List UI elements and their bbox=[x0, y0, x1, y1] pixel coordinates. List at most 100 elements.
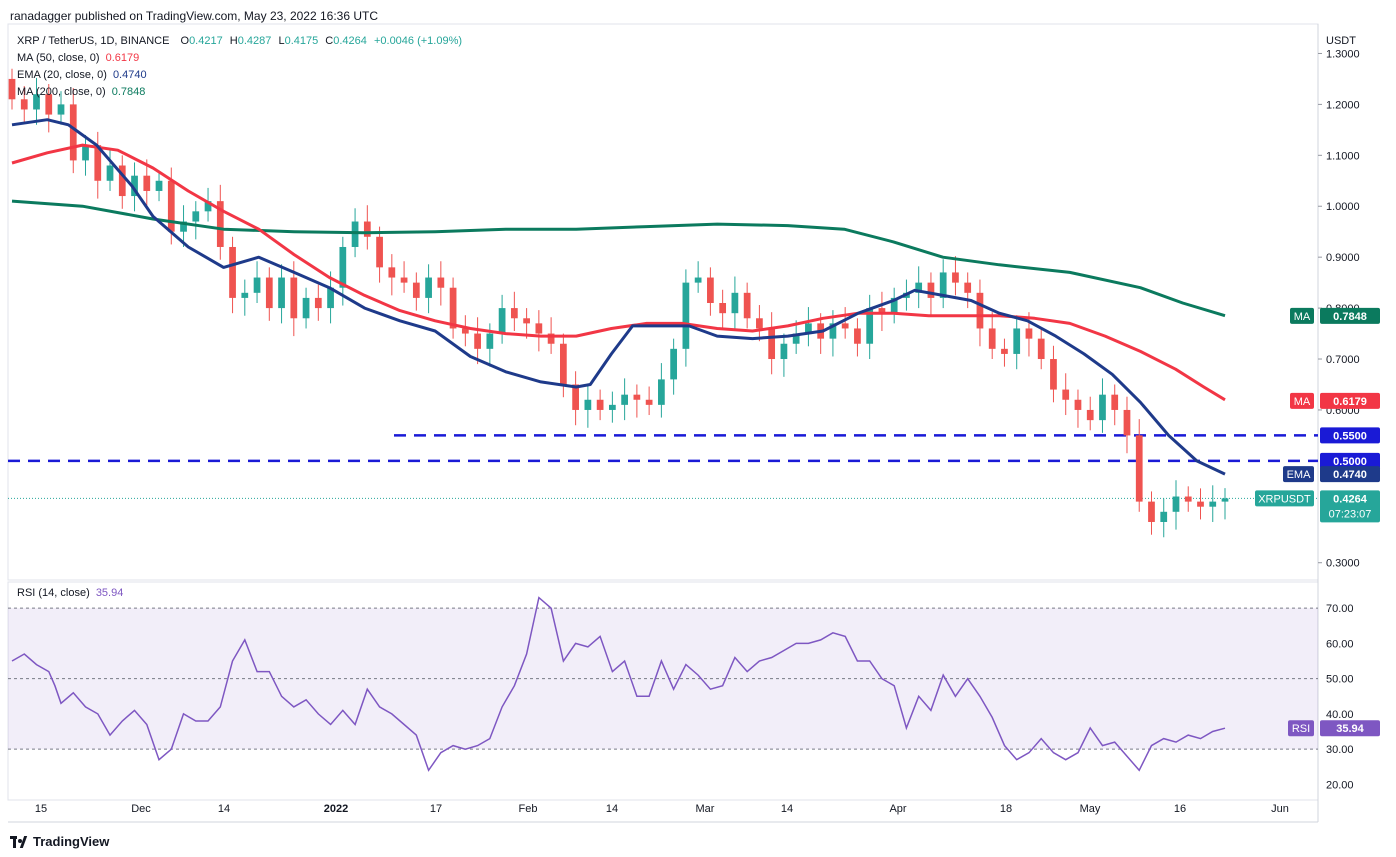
rsi-legend[interactable]: RSI (14, close) 35.94 bbox=[17, 587, 123, 599]
rsi-label: RSI (14, close) bbox=[17, 587, 90, 599]
candle-body bbox=[878, 308, 886, 314]
rsi-tick-label: 50.00 bbox=[1326, 674, 1354, 686]
candle-body bbox=[547, 333, 555, 344]
candle-body bbox=[351, 221, 359, 247]
candle-body bbox=[400, 277, 408, 283]
currency-label: USDT bbox=[1326, 35, 1356, 47]
axis-tag-countdown: 07:23:07 bbox=[1329, 508, 1372, 520]
time-tick-label: 15 bbox=[35, 803, 47, 815]
axis-tag-value: 0.4264 bbox=[1333, 493, 1368, 505]
candle-body bbox=[1037, 338, 1045, 360]
low-value: 0.4175 bbox=[284, 35, 319, 47]
candle-body bbox=[621, 394, 628, 405]
rsi-tag-name-bg bbox=[1288, 720, 1314, 737]
rsi-tag-bg bbox=[1320, 720, 1380, 737]
time-tick-label: 14 bbox=[606, 803, 618, 815]
candle-body bbox=[694, 277, 702, 283]
axis-tag-value: 0.5000 bbox=[1333, 456, 1367, 468]
candle-body bbox=[180, 221, 187, 232]
candle-body bbox=[241, 292, 249, 298]
candle-body bbox=[106, 165, 114, 181]
candle-body bbox=[94, 145, 102, 181]
open-label: O bbox=[180, 35, 190, 47]
candle-body bbox=[559, 343, 567, 385]
candle-body bbox=[1184, 496, 1192, 502]
candle-body bbox=[143, 175, 151, 191]
time-tick-label: 18 bbox=[1000, 803, 1012, 815]
candle-body bbox=[131, 175, 138, 197]
axis-tag-bg bbox=[1320, 452, 1380, 469]
axis-tag-name-bg bbox=[1283, 466, 1314, 483]
open-value: 0.4217 bbox=[189, 35, 223, 47]
axis-tag-value: 0.7848 bbox=[1333, 311, 1367, 323]
axis-tag-name-bg bbox=[1290, 307, 1314, 324]
candle-body bbox=[854, 328, 861, 344]
candle-body bbox=[437, 277, 445, 288]
candle-body bbox=[805, 323, 812, 334]
candle-body bbox=[572, 384, 579, 410]
price-pane bbox=[7, 23, 1319, 581]
candle-body bbox=[20, 99, 28, 110]
axis-tag-name: MA bbox=[1294, 396, 1311, 408]
candle-body bbox=[376, 236, 383, 268]
candle-body bbox=[829, 323, 837, 339]
candle-body bbox=[756, 318, 763, 329]
rsi-value: 35.94 bbox=[95, 587, 124, 599]
axis-tag-name-bg bbox=[1290, 392, 1314, 409]
candle-body bbox=[780, 343, 788, 360]
rsi-tick-label: 30.00 bbox=[1326, 744, 1354, 756]
time-tick-label: May bbox=[1080, 803, 1101, 815]
candle-body bbox=[302, 297, 310, 319]
ema20-value: 0.4740 bbox=[112, 69, 147, 81]
candle-body bbox=[229, 246, 236, 298]
candle-body bbox=[498, 308, 506, 334]
candle-body bbox=[1074, 399, 1082, 410]
ma50-legend[interactable]: MA (50, close, 0) 0.6179 bbox=[17, 52, 139, 64]
rsi-tick-label: 40.00 bbox=[1326, 709, 1354, 721]
close-value: 0.4264 bbox=[333, 35, 367, 47]
time-tick-label: Apr bbox=[889, 803, 906, 815]
axis-tag-name: XRPUSDT bbox=[1258, 493, 1311, 505]
price-tick-label: 1.1000 bbox=[1326, 150, 1360, 162]
time-tick-label: 14 bbox=[218, 803, 230, 815]
rsi-tick-label: 60.00 bbox=[1326, 638, 1354, 650]
candle-body bbox=[609, 404, 616, 410]
candle-body bbox=[988, 328, 996, 349]
ema20-label: EMA (20, close, 0) bbox=[17, 69, 107, 81]
ma200-line bbox=[11, 199, 1226, 318]
candle-body bbox=[976, 292, 984, 329]
candle-body bbox=[474, 333, 481, 349]
candle-body bbox=[486, 333, 494, 349]
time-tick-label: 17 bbox=[430, 803, 442, 815]
axis-tag-name: MA bbox=[1294, 311, 1311, 323]
candle-body bbox=[363, 221, 371, 237]
ma50-line bbox=[11, 143, 1226, 402]
candle-body bbox=[927, 282, 935, 298]
candle-body bbox=[1050, 359, 1057, 390]
ema20-legend[interactable]: EMA (20, close, 0) 0.4740 bbox=[17, 69, 147, 81]
candle-body bbox=[719, 303, 727, 314]
ma200-legend[interactable]: MA (200, close, 0) 0.7848 bbox=[17, 86, 145, 98]
candle-body bbox=[1148, 501, 1155, 522]
candle-body bbox=[314, 297, 322, 309]
candle-body bbox=[33, 94, 40, 110]
candle-body bbox=[461, 328, 469, 334]
price-tick-label: 0.9000 bbox=[1326, 252, 1360, 264]
candle-body bbox=[1086, 409, 1094, 421]
high-label: H bbox=[229, 35, 238, 47]
time-tick-label: 2022 bbox=[324, 803, 348, 815]
candle-body bbox=[1001, 348, 1008, 354]
candle-body bbox=[645, 399, 653, 405]
low-label: L bbox=[278, 35, 285, 47]
candle-body bbox=[915, 282, 923, 293]
candle-body bbox=[658, 379, 665, 405]
rsi-tick-label: 70.00 bbox=[1326, 603, 1354, 615]
axis-tag-bg bbox=[1320, 466, 1380, 483]
candle-body bbox=[952, 272, 959, 283]
candle-body bbox=[841, 323, 849, 329]
candle-body bbox=[1221, 498, 1229, 502]
axis-tag-value: 0.6179 bbox=[1333, 396, 1367, 408]
candle-body bbox=[768, 328, 776, 360]
tradingview-logo[interactable]: TradingView bbox=[10, 834, 109, 849]
